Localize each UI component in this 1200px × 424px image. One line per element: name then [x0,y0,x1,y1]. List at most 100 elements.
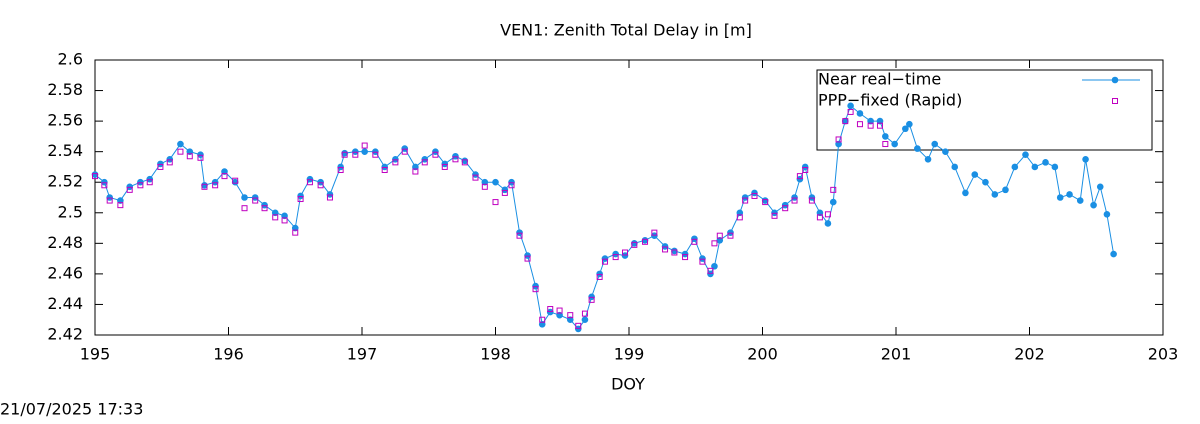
y-tick-label: 2.56 [47,111,83,130]
point [682,254,689,261]
point [241,205,248,212]
point [711,240,718,247]
point [808,194,816,201]
point [126,186,133,193]
point [662,246,669,253]
point [381,163,388,171]
point [306,175,314,183]
point [856,121,863,128]
point [1096,183,1104,191]
point [472,174,479,181]
point [392,156,399,163]
point [341,151,348,158]
point [567,312,574,319]
legend-marker [1112,98,1118,104]
point [421,159,428,166]
point [742,197,749,204]
point [924,156,932,163]
point [1082,156,1089,163]
point [137,182,144,189]
point [808,197,815,204]
point [796,175,804,183]
point [532,282,539,290]
point [841,117,849,125]
point [261,201,268,209]
point [516,229,523,236]
x-tick-label: 201 [881,345,912,364]
point [421,156,429,163]
point [876,122,883,129]
point [951,163,959,171]
point [101,182,108,189]
point [361,148,368,155]
y-tick-label: 2.5 [58,202,83,221]
point [791,197,798,204]
point [146,175,154,183]
point [501,189,508,196]
point [252,197,259,204]
point [771,212,778,219]
point [631,240,638,247]
point [727,229,734,236]
point [601,255,609,262]
point [556,307,563,314]
point [306,179,313,186]
point [251,194,259,201]
point [317,182,324,189]
point [829,198,837,206]
point [524,255,531,262]
legend-box [816,69,1153,151]
point [201,183,208,190]
point [601,258,608,265]
point [761,197,769,204]
point [532,286,539,293]
point [741,194,749,201]
point [588,293,595,301]
point [781,201,789,209]
point [651,229,658,236]
point [830,186,837,193]
point [137,178,144,186]
point [1002,186,1009,194]
point [106,197,113,204]
point [441,160,449,168]
point [211,178,219,186]
y-tick-label: 2.44 [47,294,83,313]
point [508,182,515,189]
y-tick-label: 2.46 [47,263,83,282]
point [931,140,939,148]
point [524,252,531,259]
point [241,194,248,201]
point [751,189,758,197]
point [166,156,174,163]
chart-title: VEN1: Zenith Total Delay in [m] [500,21,752,40]
point [157,160,164,168]
point [791,194,798,201]
point [882,133,889,140]
point [801,163,809,171]
point [991,191,999,198]
point [782,205,789,212]
point [547,306,554,313]
point [432,148,439,155]
point [681,250,689,258]
point [824,211,831,218]
point [651,232,658,239]
point [802,167,809,173]
point [736,214,743,221]
point [671,247,678,255]
point [641,236,649,244]
point [401,145,409,152]
point [707,267,714,274]
point [461,159,468,166]
point [1056,194,1064,201]
x-axis-label: DOY [611,375,645,394]
point [292,229,299,236]
point [751,192,758,199]
point [516,232,523,239]
point [962,189,969,197]
y-tick-label: 2.52 [47,172,83,191]
point [771,209,778,217]
point [261,205,268,212]
